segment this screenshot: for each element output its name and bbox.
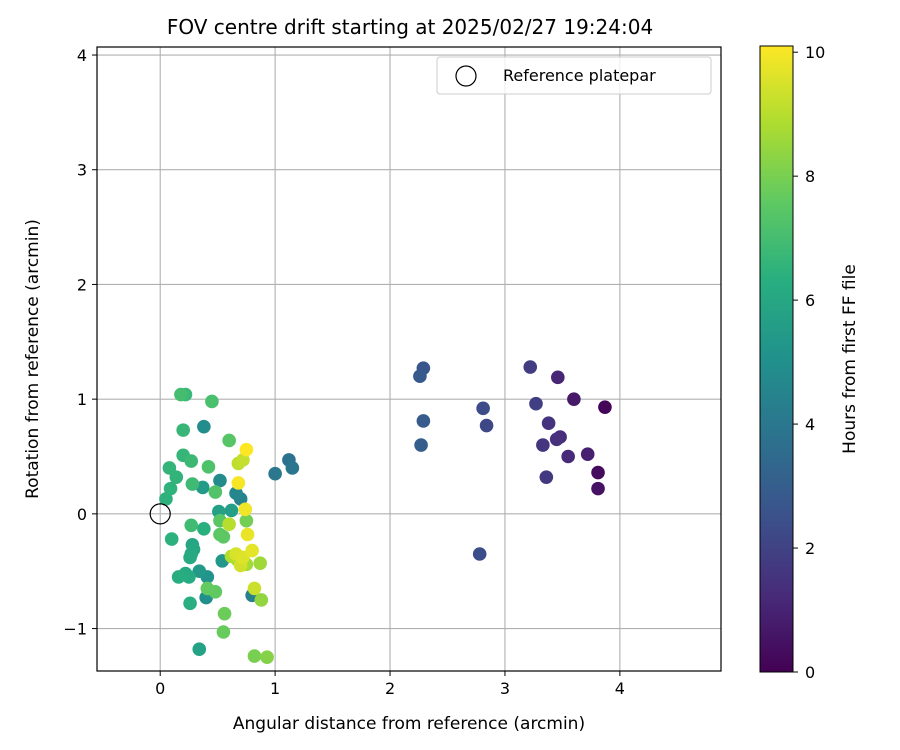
legend-box [436,56,712,95]
scatter-point [598,400,612,414]
colorbar-tick-label: 4 [805,415,815,434]
x-tick-label: 4 [615,679,625,698]
scatter-point [192,642,207,657]
scatter-point [171,570,186,584]
scatter-point [549,432,564,447]
scatter-point [561,449,575,464]
y-tick-label: 4 [77,46,87,65]
scatter-point [580,447,595,462]
y-tick-label: 0 [77,505,87,524]
scatter-point [183,596,197,611]
scatter-point [254,593,269,607]
legend-marker [455,65,477,87]
scatter-point [222,517,236,531]
scatter-point [195,480,210,495]
scatter-point [238,502,253,517]
scatter-point [247,649,262,663]
scatter-point [591,465,605,480]
scatter-point [216,625,231,639]
colorbar-gradient [759,45,794,673]
y-tick-label: −1 [63,620,87,639]
scatter-point [205,394,219,409]
scatter-point [184,454,199,468]
points-layer [159,360,612,665]
colorbar: 0 2 4 6 8 10 Hours from first FF file [759,43,860,682]
scatter-point [268,466,282,481]
scatter-point [185,477,200,491]
scatter-point [176,423,190,437]
scatter-point [224,503,239,518]
plot-frame [96,46,722,672]
scatter-point [182,570,196,584]
colorbar-ticks: 0 2 4 6 8 10 [793,43,825,682]
scatter-point [164,532,179,546]
x-tick-label: 2 [385,679,395,698]
scatter-point [231,476,246,490]
scatter-point [159,492,173,506]
scatter-point [213,473,227,488]
scatter-point [416,414,431,428]
colorbar-tick-label: 2 [805,539,815,558]
scatter-point [413,369,427,384]
scatter-point [216,529,231,544]
y-tick-label: 2 [77,275,87,294]
scatter-point [184,518,199,533]
colorbar-tick-label: 6 [805,291,815,310]
scatter-point [201,460,216,474]
y-tick-label: 3 [77,161,87,180]
scatter-point [567,392,581,406]
scatter-point [253,556,267,570]
scatter-point [285,461,300,475]
scatter-point [414,438,428,452]
scatter-point [197,521,211,536]
scatter-point [472,547,487,561]
scatter-point [222,433,236,448]
x-axis-label: Angular distance from reference (arcmin) [233,714,585,734]
x-tick-label: 3 [500,679,510,698]
colorbar-tick-label: 0 [805,663,815,682]
ticks-layer: 0 1 2 3 4 −1 0 1 2 3 4 [63,46,625,698]
scatter-point [217,606,232,621]
scatter-point [163,481,178,496]
scatter-point [245,543,259,558]
scatter-point [539,470,554,484]
scatter-point [541,416,556,431]
scatter-point [236,453,250,467]
reference-marker [149,503,171,525]
legend: Reference platepar [436,56,712,95]
scatter-point [240,527,255,542]
legend-label: Reference platepar [503,66,656,85]
scatter-point [551,370,565,385]
reference-layer [149,503,171,525]
colorbar-tick-label: 10 [805,43,825,62]
scatter-point [529,396,543,411]
scatter-point [197,419,211,434]
chart-title: FOV centre drift starting at 2025/02/27 … [167,15,653,39]
grid-layer [97,47,721,671]
y-tick-label: 1 [77,390,87,409]
scatter-point [174,387,188,402]
scatter-point [523,360,538,374]
colorbar-label: Hours from first FF file [840,264,860,454]
scatter-point [247,581,262,596]
scatter-point [192,564,207,579]
scatter-point [239,513,254,528]
scatter-point [162,461,177,475]
colorbar-tick-label: 8 [805,167,815,186]
scatter-point [479,418,494,433]
scatter-point [260,650,274,665]
x-tick-label: 1 [270,679,280,698]
scatter-point [536,438,550,452]
scatter-point [239,442,254,457]
scatter-point [591,481,605,496]
scatter-point [208,485,223,499]
y-axis-label: Rotation from reference (arcmin) [23,219,43,499]
scatter-point [229,486,243,501]
x-tick-label: 0 [155,679,165,698]
scatter-point [183,550,197,565]
scatter-point [200,581,215,596]
scatter-point [476,401,490,416]
